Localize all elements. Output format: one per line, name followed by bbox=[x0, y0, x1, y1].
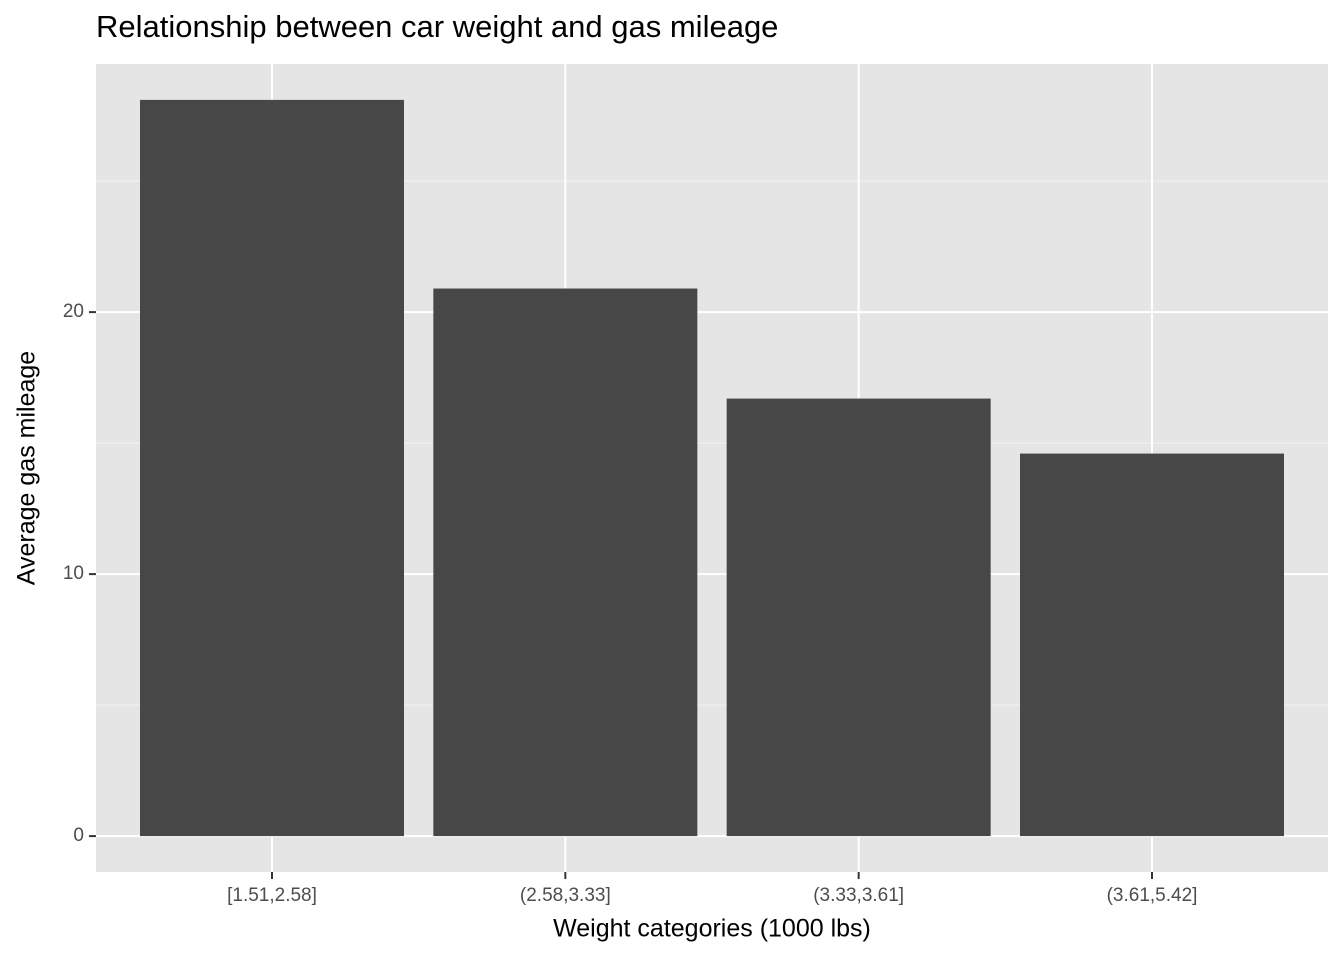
x-tick-label: [1.51,2.58] bbox=[227, 885, 317, 906]
x-tick-label: (2.58,3.33] bbox=[520, 885, 611, 906]
chart-title: Relationship between car weight and gas … bbox=[96, 9, 778, 44]
bar bbox=[433, 288, 698, 837]
x-axis-title: Weight categories (1000 lbs) bbox=[553, 915, 871, 943]
x-tick-label: (3.33,3.61] bbox=[813, 885, 904, 906]
bar bbox=[140, 99, 404, 837]
y-tick-label: 20 bbox=[63, 301, 84, 322]
y-tick-label: 10 bbox=[63, 563, 84, 584]
y-tick-label: 0 bbox=[73, 825, 84, 846]
bar bbox=[1020, 453, 1284, 837]
bar bbox=[726, 398, 991, 837]
x-tick-label: (3.61,5.42] bbox=[1107, 885, 1198, 906]
y-axis-title: Average gas mileage bbox=[13, 351, 41, 585]
